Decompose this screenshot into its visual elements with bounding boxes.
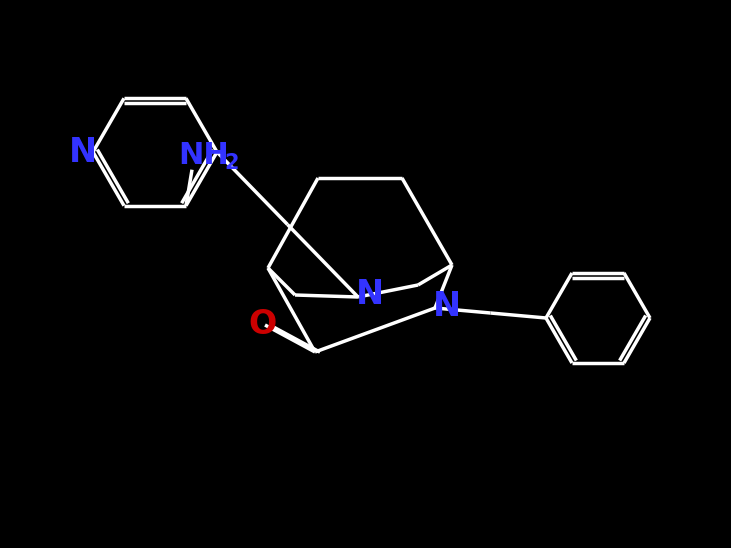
Text: N: N [69, 135, 97, 168]
Text: N: N [356, 278, 384, 311]
Text: 2: 2 [224, 153, 239, 173]
Text: NH: NH [178, 141, 230, 170]
Text: O: O [249, 309, 277, 341]
Text: N: N [433, 289, 461, 323]
